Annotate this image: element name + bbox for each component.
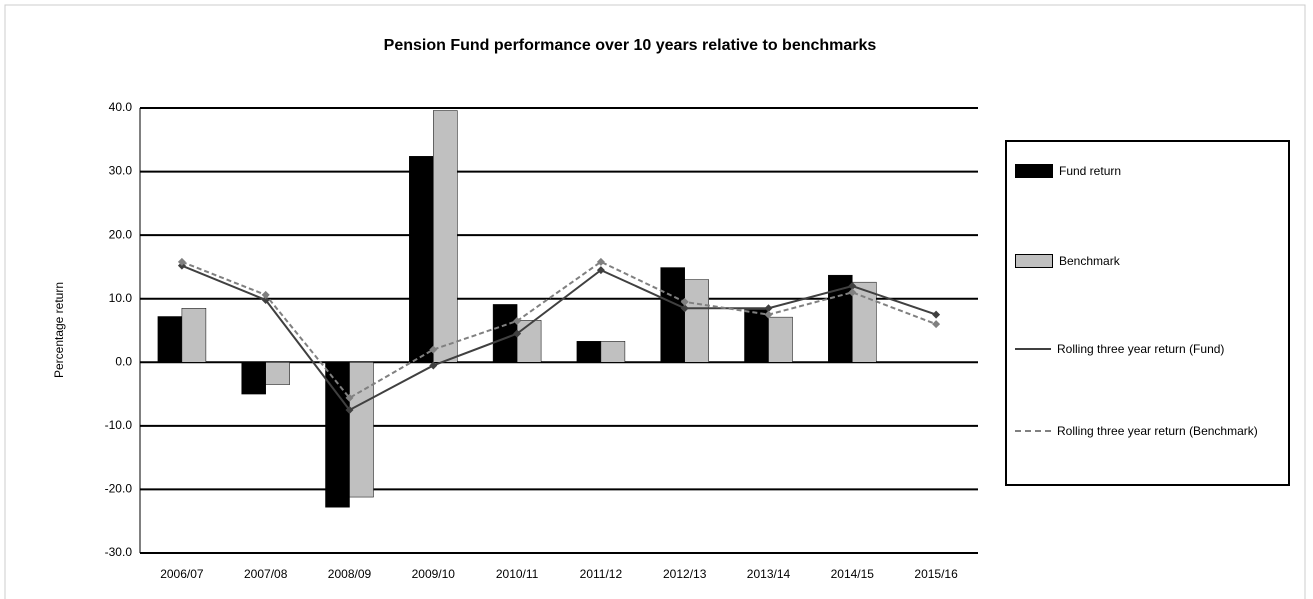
bar <box>516 320 542 363</box>
marker <box>680 297 689 306</box>
bar <box>325 362 350 508</box>
marker <box>429 345 438 354</box>
marker <box>177 257 186 266</box>
x-tick-label: 2008/09 <box>328 567 372 581</box>
marker <box>261 290 270 299</box>
x-tick-label: 2006/07 <box>160 567 204 581</box>
marker <box>513 329 522 338</box>
chart-title: Pension Fund performance over 10 years r… <box>384 37 877 54</box>
marker <box>345 393 354 402</box>
line <box>181 260 937 400</box>
x-tick-label: 2015/16 <box>914 567 958 581</box>
bar <box>157 316 183 363</box>
x-tick-label: 2011/12 <box>580 567 623 581</box>
bar <box>576 341 602 363</box>
legend-label: Rolling three year return (Fund) <box>1057 342 1225 356</box>
bar <box>409 156 434 363</box>
y-tick-label: 0.0 <box>115 354 132 368</box>
legend-swatch <box>1015 348 1051 350</box>
x-tick-label: 2010/11 <box>496 567 539 581</box>
x-tick-label: 2013/14 <box>747 567 791 581</box>
y-tick-label: 30.0 <box>109 164 133 178</box>
marker <box>932 310 941 319</box>
bar <box>744 309 769 363</box>
marker <box>680 304 689 313</box>
marker <box>429 361 438 370</box>
bar <box>660 267 685 363</box>
y-tick-label: -20.0 <box>105 482 133 496</box>
legend-label: Fund return <box>1059 164 1122 178</box>
marker <box>764 304 773 313</box>
y-tick-label: 10.0 <box>109 291 133 305</box>
bar <box>492 304 518 363</box>
legend-swatch <box>1015 164 1053 178</box>
marker <box>932 320 941 329</box>
marker <box>513 316 522 325</box>
x-tick-label: 2009/10 <box>412 567 456 581</box>
bar <box>349 362 374 498</box>
marker <box>848 288 857 297</box>
y-tick-label: 40.0 <box>109 100 133 114</box>
bar <box>684 279 709 363</box>
y-tick-label: -10.0 <box>105 418 133 432</box>
marker <box>596 257 605 266</box>
marker <box>848 282 857 290</box>
marker <box>345 405 354 414</box>
legend-label: Rolling three year return (Benchmark) <box>1057 424 1258 438</box>
bar <box>433 110 458 363</box>
legend-swatch <box>1015 254 1053 268</box>
frame <box>4 4 1306 599</box>
bar <box>768 316 793 363</box>
line <box>181 264 937 412</box>
y-tick-label: 20.0 <box>109 227 133 241</box>
legend-label: Benchmark <box>1059 254 1120 268</box>
marker <box>596 266 605 275</box>
legend: Fund return Benchmark Rolling three year r… <box>1005 140 1290 486</box>
legend-entry: Benchmark <box>1015 254 1285 268</box>
bar <box>600 341 626 363</box>
legend-entry: Fund return <box>1015 164 1285 178</box>
bar <box>241 362 266 395</box>
legend-entry: Rolling three year return (Fund) <box>1015 342 1285 356</box>
x-tick-label: 2012/13 <box>663 567 707 581</box>
x-tick-label: 2007/08 <box>244 567 288 581</box>
bar <box>852 281 877 363</box>
marker <box>261 295 270 304</box>
x-tick-label: 2014/15 <box>831 567 875 581</box>
y-axis-label: Percentage return <box>52 282 66 378</box>
bar <box>181 308 207 363</box>
marker <box>764 310 773 319</box>
bar <box>265 362 290 385</box>
y-tick-label: -30.0 <box>105 545 133 559</box>
legend-swatch <box>1015 430 1051 432</box>
legend-entry: Rolling three year return (Benchmark) <box>1015 424 1285 438</box>
